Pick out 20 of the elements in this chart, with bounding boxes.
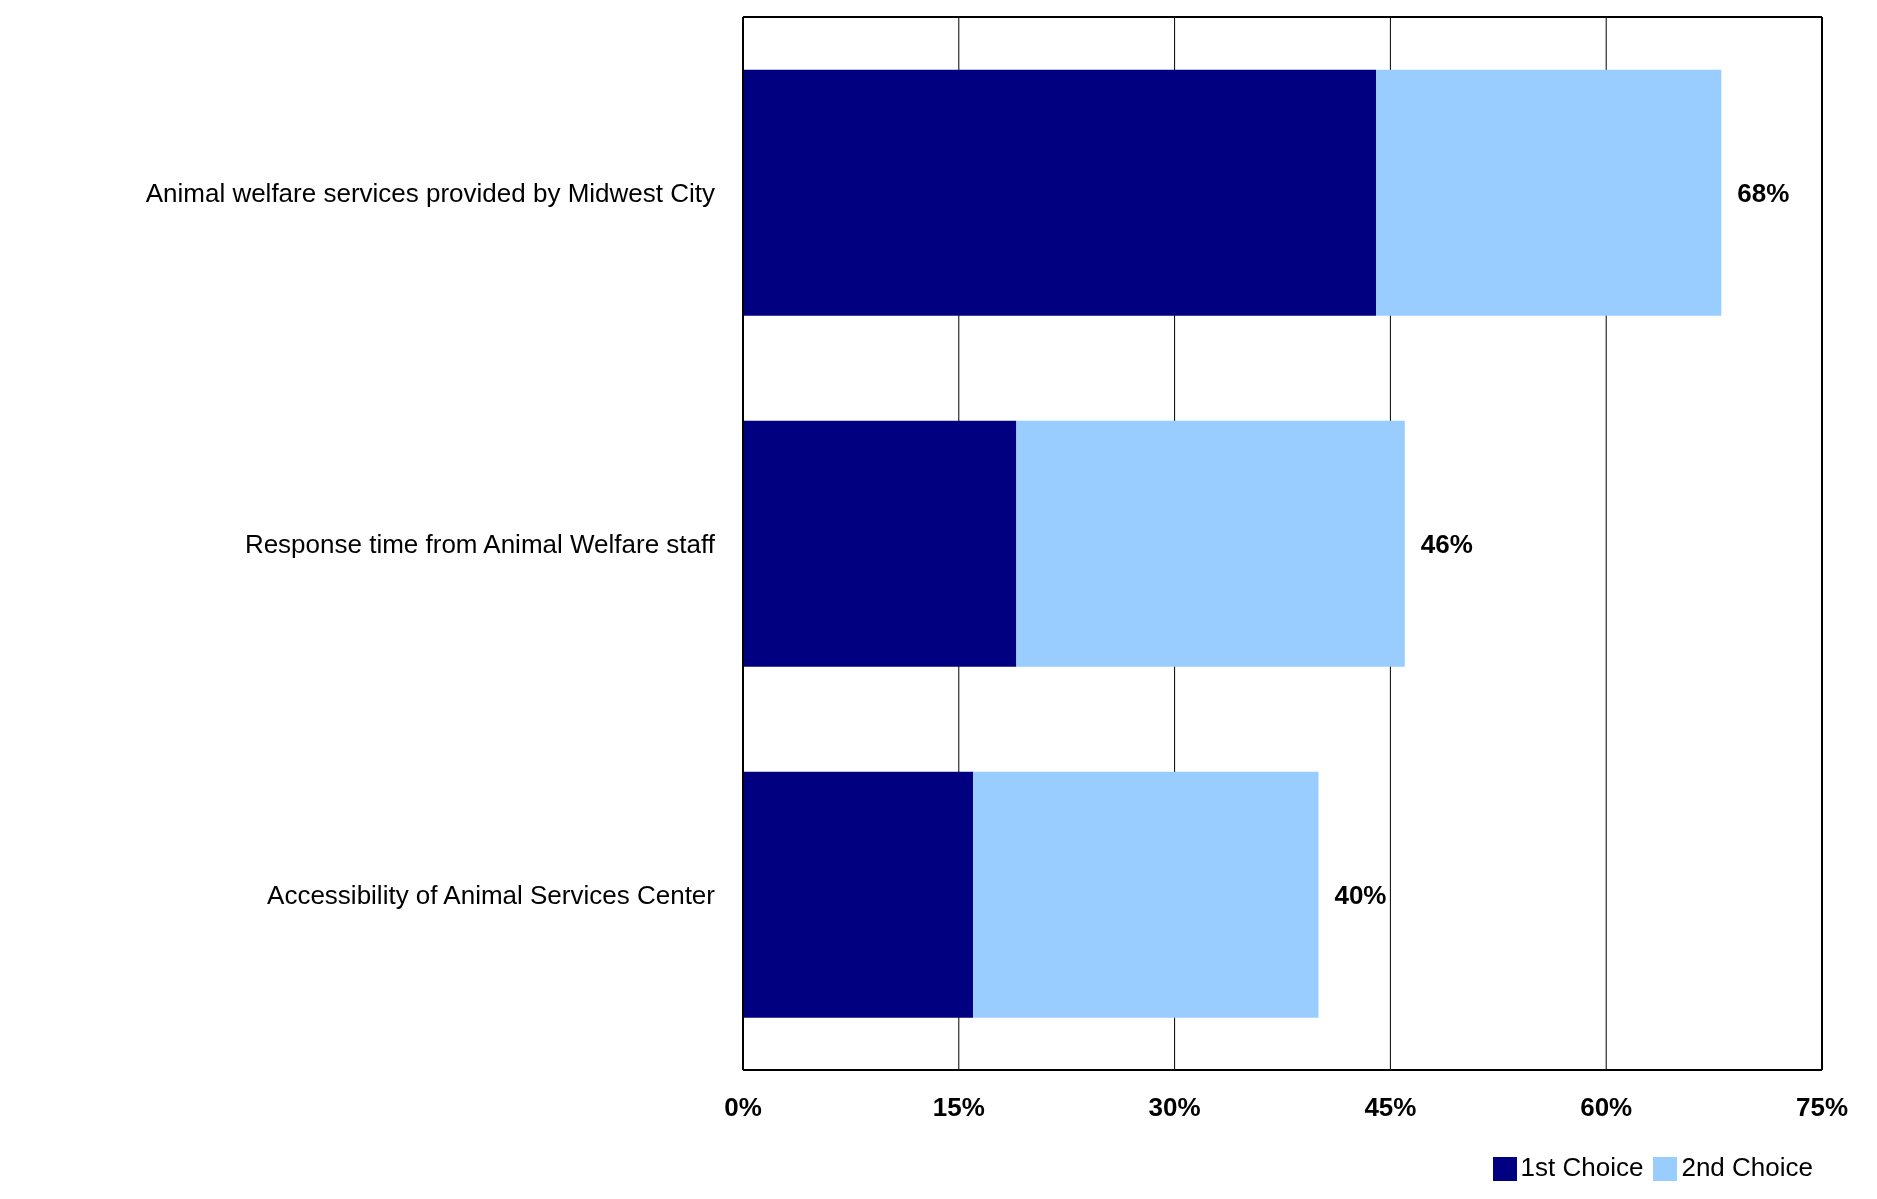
y-tick-label: Response time from Animal Welfare staff [244, 528, 716, 559]
x-tick-label: 60% [1580, 1092, 1633, 1123]
total-label: 68% [1737, 177, 1790, 208]
legend-label: 1st Choice [1520, 1152, 1644, 1182]
bar [973, 771, 1319, 1018]
x-tick-label: 45% [1364, 1092, 1417, 1123]
x-tick-label: 15% [932, 1092, 985, 1123]
total-label: 40% [1334, 879, 1387, 910]
y-tick-label: Accessibility of Animal Services Center [267, 879, 716, 910]
x-tick-label: 0% [724, 1092, 762, 1123]
total-label: 46% [1420, 528, 1473, 559]
bar [743, 69, 1377, 316]
legend-label: 2nd Choice [1681, 1152, 1813, 1182]
bar [1376, 69, 1722, 316]
bar [743, 420, 1017, 667]
bar [743, 771, 974, 1018]
x-tick-label: 75% [1795, 1092, 1849, 1123]
y-tick-label: Animal welfare services provided by Midwest City [145, 177, 715, 208]
x-tick-label: 30% [1148, 1092, 1201, 1123]
bar [1016, 420, 1405, 667]
